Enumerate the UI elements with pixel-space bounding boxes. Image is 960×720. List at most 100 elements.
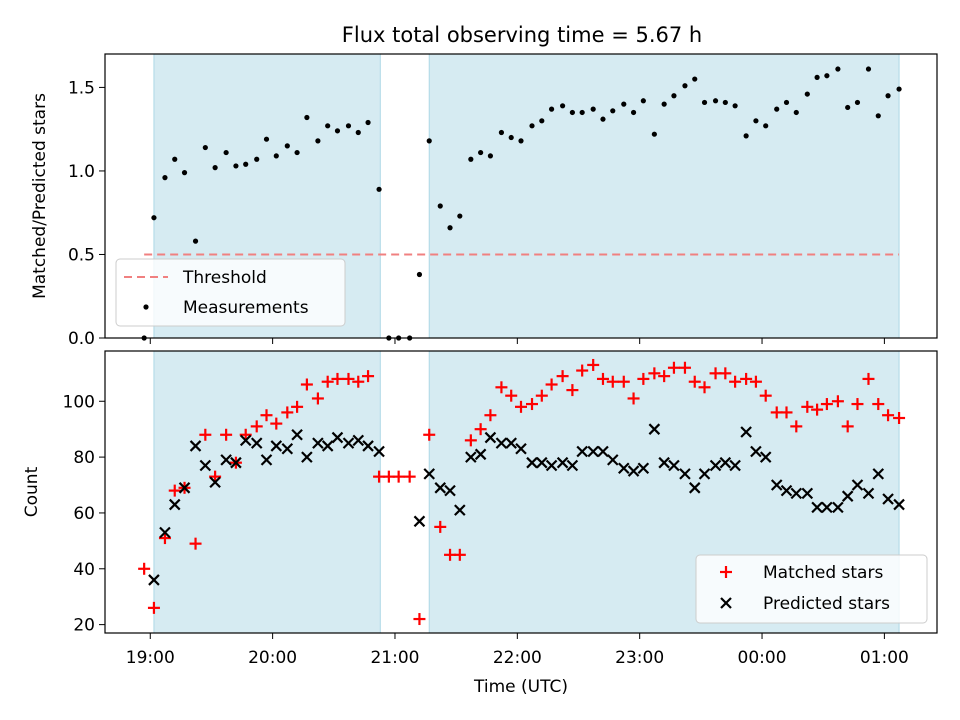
matched-star-marker bbox=[535, 389, 548, 402]
predicted-star-marker bbox=[719, 456, 732, 469]
measurement-point bbox=[416, 271, 423, 278]
measurement-point bbox=[315, 138, 321, 144]
predicted-star-marker bbox=[321, 440, 334, 452]
marker-stroke bbox=[250, 437, 263, 449]
matched-star-marker bbox=[321, 375, 334, 388]
measurement-point bbox=[233, 163, 239, 169]
marker-stroke bbox=[526, 456, 538, 469]
measurement-point bbox=[885, 93, 891, 99]
predicted-star-marker bbox=[413, 515, 426, 528]
measurement-point bbox=[478, 149, 484, 156]
marker-stroke bbox=[770, 479, 783, 491]
predicted-star-marker bbox=[688, 482, 701, 494]
marker-stroke bbox=[851, 479, 864, 491]
matched-star-marker bbox=[434, 520, 447, 533]
top-legend: Threshold Measurements bbox=[115, 258, 346, 327]
matched-star-marker bbox=[759, 389, 772, 402]
predicted-star-marker bbox=[484, 431, 497, 444]
measurement-point bbox=[854, 99, 861, 106]
predicted-stars-points bbox=[148, 423, 905, 586]
predicted-star-marker bbox=[526, 456, 538, 469]
matched-star-marker bbox=[291, 400, 304, 413]
predicted-star-marker bbox=[423, 468, 436, 480]
predicted-star-marker bbox=[148, 574, 160, 586]
marker-stroke bbox=[159, 526, 171, 539]
measurement-point bbox=[284, 143, 290, 149]
matched-star-marker bbox=[352, 375, 365, 388]
measurement-point bbox=[732, 103, 738, 109]
measurement-point bbox=[814, 74, 820, 80]
predicted-star-marker bbox=[841, 490, 854, 502]
measurement-point bbox=[590, 106, 596, 112]
matched-star-marker bbox=[403, 470, 416, 483]
legend-matched-label: Matched stars bbox=[763, 563, 883, 583]
marker-stroke bbox=[178, 482, 191, 494]
measurement-point bbox=[365, 119, 371, 126]
y-tick-label: 40 bbox=[73, 560, 95, 580]
marker-stroke bbox=[637, 462, 650, 475]
x-tick-label: 00:00 bbox=[738, 648, 787, 668]
measurement-point bbox=[640, 98, 646, 104]
matched-star-marker bbox=[311, 392, 324, 405]
x-tick-label: 21:00 bbox=[370, 648, 419, 668]
predicted-star-marker bbox=[291, 428, 303, 441]
matched-star-marker bbox=[688, 375, 701, 388]
marker-stroke bbox=[301, 451, 313, 463]
measurement-point bbox=[376, 186, 382, 192]
predicted-star-marker bbox=[576, 445, 588, 458]
y-tick-label: 0.0 bbox=[68, 329, 95, 349]
marker-stroke bbox=[780, 484, 793, 497]
marker-stroke bbox=[220, 454, 232, 466]
measurement-point bbox=[548, 106, 555, 112]
measurement-point bbox=[630, 109, 637, 116]
matched-star-marker bbox=[495, 381, 508, 394]
marker-stroke bbox=[352, 434, 365, 447]
predicted-star-marker bbox=[434, 482, 447, 494]
measurement-point bbox=[712, 98, 719, 104]
measurement-point bbox=[824, 73, 830, 79]
measurement-point bbox=[212, 165, 218, 171]
matched-star-marker bbox=[464, 434, 477, 447]
predicted-star-marker bbox=[709, 459, 722, 472]
legend-matched-swatch bbox=[720, 566, 732, 578]
predicted-star-marker bbox=[587, 445, 599, 458]
marker-stroke bbox=[168, 498, 181, 511]
predicted-star-marker bbox=[770, 479, 783, 491]
marker-stroke bbox=[587, 445, 599, 458]
marker-stroke bbox=[821, 501, 833, 514]
matched-stars-points bbox=[138, 358, 906, 626]
chart-title: Flux total observing time = 5.67 h bbox=[342, 23, 702, 47]
predicted-star-marker bbox=[230, 456, 242, 469]
predicted-star-marker bbox=[790, 487, 803, 500]
matched-star-marker bbox=[790, 420, 803, 433]
y-tick-label: 1.5 bbox=[68, 78, 95, 98]
marker-stroke bbox=[342, 437, 355, 449]
matched-star-marker bbox=[545, 378, 558, 391]
matched-star-marker bbox=[566, 384, 579, 397]
marker-stroke bbox=[709, 459, 722, 472]
bottom-y-ticks: 20 40 60 80 100 bbox=[63, 392, 105, 636]
matched-star-marker bbox=[474, 423, 487, 436]
marker-stroke bbox=[832, 501, 844, 514]
predicted-star-marker bbox=[301, 451, 313, 463]
marker-stroke bbox=[423, 468, 436, 480]
marker-stroke bbox=[291, 428, 303, 441]
predicted-star-marker bbox=[811, 501, 823, 514]
x-tick-label: 22:00 bbox=[493, 648, 542, 668]
matched-star-marker bbox=[260, 409, 273, 422]
marker-stroke bbox=[801, 487, 814, 500]
measurement-point bbox=[661, 101, 667, 107]
marker-stroke bbox=[740, 426, 752, 438]
predicted-star-marker bbox=[851, 479, 864, 491]
measurement-point bbox=[172, 156, 178, 162]
measurement-point bbox=[529, 123, 535, 129]
top-x-ticks bbox=[149, 338, 885, 344]
predicted-star-marker bbox=[658, 456, 670, 469]
matched-star-marker bbox=[617, 375, 630, 388]
marker-stroke bbox=[444, 484, 456, 497]
predicted-star-marker bbox=[597, 445, 609, 458]
marker-stroke bbox=[536, 456, 548, 469]
matched-star-marker bbox=[362, 370, 375, 383]
predicted-star-marker bbox=[209, 476, 221, 489]
matched-star-marker bbox=[147, 601, 160, 614]
